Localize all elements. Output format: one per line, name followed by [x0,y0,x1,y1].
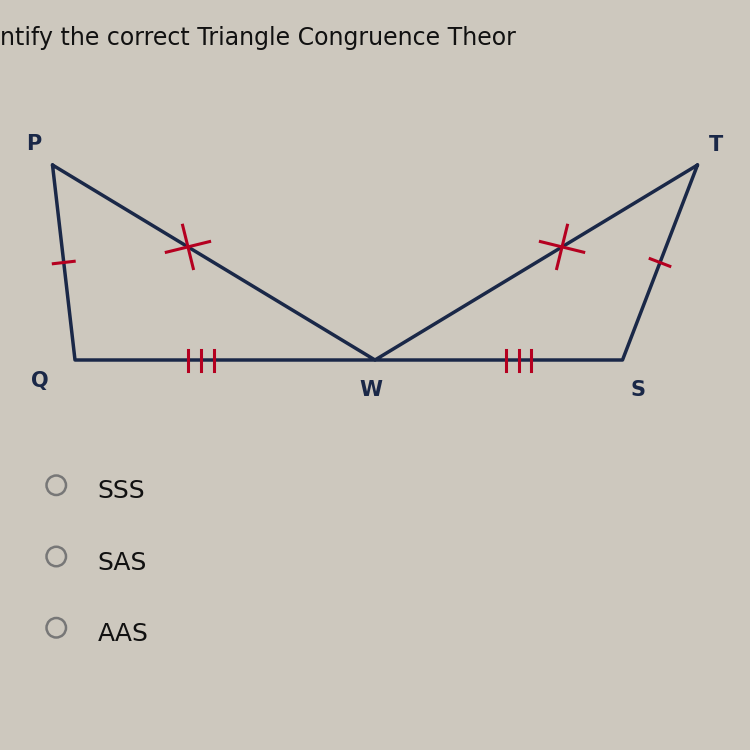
Text: AAS: AAS [98,622,148,646]
Text: S: S [630,380,645,400]
Text: SSS: SSS [98,479,146,503]
Text: Q: Q [31,371,49,392]
Text: W: W [360,380,382,400]
Text: P: P [26,134,41,154]
Text: T: T [709,135,723,155]
Text: SAS: SAS [98,550,147,574]
Text: ntify the correct Triangle Congruence Theor: ntify the correct Triangle Congruence Th… [0,26,516,50]
